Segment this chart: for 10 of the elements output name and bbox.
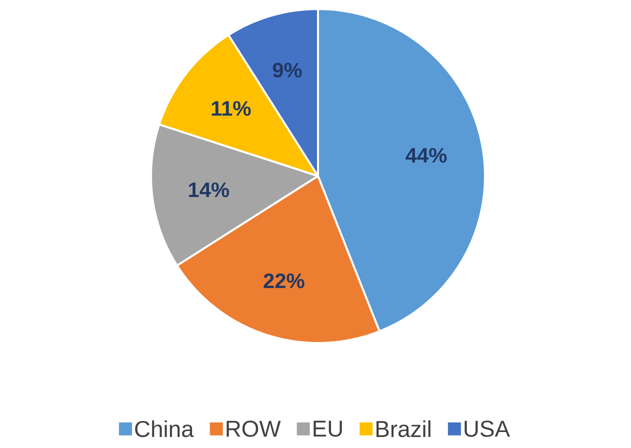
legend-label: ROW <box>226 420 281 437</box>
data-label: 11% <box>212 101 251 116</box>
legend-label: EU <box>314 420 342 437</box>
legend-label: USA <box>464 420 510 437</box>
data-label: 22% <box>264 273 304 288</box>
data-label: 14% <box>189 182 230 198</box>
data-label: 9% <box>272 62 302 78</box>
data-label: 44% <box>406 148 447 163</box>
legend-label: China <box>135 420 194 438</box>
legend-label: Brazil <box>376 420 430 438</box>
